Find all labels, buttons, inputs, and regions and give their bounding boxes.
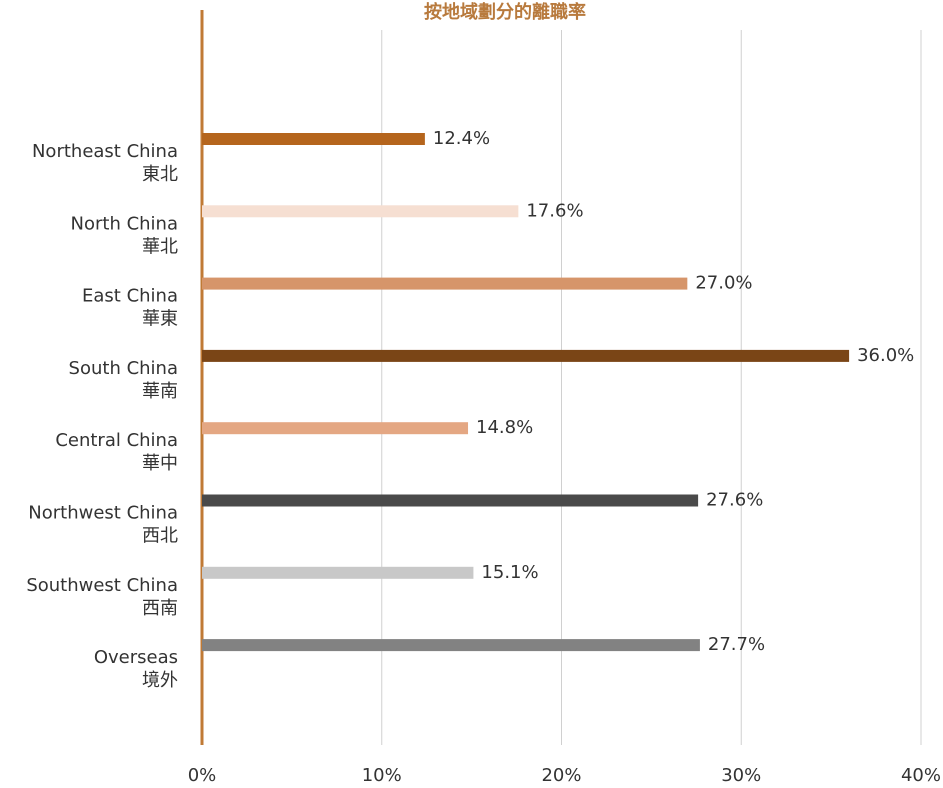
bar bbox=[202, 566, 474, 579]
bar bbox=[202, 133, 425, 145]
x-tick-label: 0% bbox=[188, 765, 217, 786]
chart-title: 按地域劃分的離職率 bbox=[424, 1, 586, 23]
x-tick-label: 30% bbox=[721, 765, 761, 786]
category-label-zh: 華中 bbox=[142, 453, 178, 474]
category-label: Southwest China bbox=[26, 575, 178, 596]
value-label: 27.7% bbox=[708, 634, 765, 655]
bar bbox=[202, 349, 850, 362]
bar bbox=[202, 422, 469, 435]
value-label: 17.6% bbox=[526, 200, 583, 221]
category-label-zh: 境外 bbox=[142, 670, 178, 691]
category-label: East China bbox=[82, 286, 178, 307]
category-label: Overseas bbox=[94, 647, 178, 668]
category-label: South China bbox=[69, 358, 178, 379]
bar bbox=[202, 494, 699, 507]
category-label-zh: 西北 bbox=[142, 526, 178, 547]
value-label: 14.8% bbox=[476, 417, 533, 438]
category-label-zh: 華北 bbox=[142, 236, 178, 257]
category-label-zh: 華東 bbox=[142, 309, 178, 330]
category-label: Central China bbox=[55, 430, 178, 451]
value-label: 27.0% bbox=[695, 273, 752, 294]
x-tick-label: 40% bbox=[901, 765, 941, 786]
category-label: Northwest China bbox=[28, 503, 178, 524]
bar bbox=[202, 205, 519, 218]
value-label: 12.4% bbox=[433, 128, 490, 149]
value-label: 36.0% bbox=[857, 345, 914, 366]
x-tick-label: 20% bbox=[541, 765, 581, 786]
bar bbox=[202, 277, 688, 290]
value-label: 27.6% bbox=[706, 490, 763, 511]
category-label-zh: 西南 bbox=[142, 598, 178, 619]
category-label: North China bbox=[71, 213, 178, 234]
category-label: Northeast China bbox=[32, 141, 178, 162]
category-label-zh: 東北 bbox=[142, 164, 178, 185]
x-tick-label: 10% bbox=[362, 765, 402, 786]
category-label-zh: 華南 bbox=[142, 381, 178, 402]
value-label: 15.1% bbox=[481, 562, 538, 583]
bar bbox=[202, 639, 700, 652]
